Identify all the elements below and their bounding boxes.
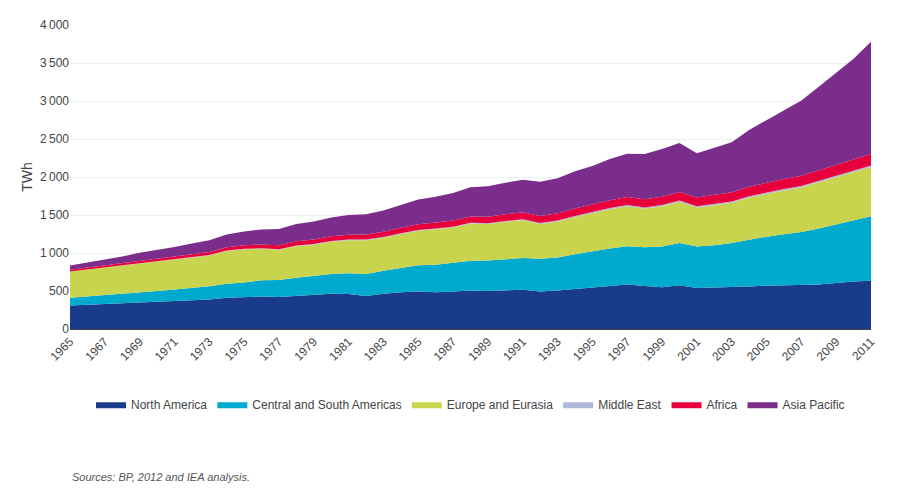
svg-text:1981: 1981 <box>326 335 355 364</box>
svg-text:1971: 1971 <box>152 335 181 364</box>
svg-text:North America: North America <box>131 398 207 412</box>
svg-text:2001: 2001 <box>674 335 703 364</box>
svg-text:2005: 2005 <box>744 335 773 364</box>
svg-text:1975: 1975 <box>222 335 251 364</box>
svg-text:Asia Pacific: Asia Pacific <box>783 398 845 412</box>
svg-text:500: 500 <box>49 284 69 298</box>
svg-text:1967: 1967 <box>82 335 111 364</box>
svg-text:2 000: 2 000 <box>40 170 69 184</box>
svg-text:1973: 1973 <box>187 335 216 364</box>
svg-text:1997: 1997 <box>605 335 634 364</box>
svg-text:4 000: 4 000 <box>40 18 69 32</box>
svg-text:2003: 2003 <box>709 335 738 364</box>
svg-text:0: 0 <box>62 322 69 336</box>
svg-text:1 000: 1 000 <box>40 246 69 260</box>
svg-text:Sources: BP, 2012 and IEA anal: Sources: BP, 2012 and IEA analysis. <box>72 471 250 483</box>
svg-text:3 000: 3 000 <box>40 94 69 108</box>
svg-text:1977: 1977 <box>257 335 286 364</box>
svg-text:1999: 1999 <box>640 335 669 364</box>
svg-text:Middle East: Middle East <box>598 398 661 412</box>
svg-text:2009: 2009 <box>814 335 843 364</box>
svg-text:1969: 1969 <box>117 335 146 364</box>
svg-text:Central and South Americas: Central and South Americas <box>252 398 401 412</box>
svg-text:1965: 1965 <box>48 335 77 364</box>
svg-text:Africa: Africa <box>707 398 738 412</box>
svg-text:1991: 1991 <box>500 335 529 364</box>
svg-text:1987: 1987 <box>431 335 460 364</box>
svg-text:2011: 2011 <box>849 335 877 363</box>
svg-text:2007: 2007 <box>779 335 808 364</box>
svg-text:1993: 1993 <box>535 335 564 364</box>
svg-text:Europe and Eurasia: Europe and Eurasia <box>447 398 553 412</box>
svg-text:2 500: 2 500 <box>40 132 69 146</box>
svg-text:TWh: TWh <box>19 162 35 192</box>
svg-text:1983: 1983 <box>361 335 390 364</box>
svg-text:3 500: 3 500 <box>40 56 69 70</box>
svg-text:1 500: 1 500 <box>40 208 69 222</box>
svg-text:1985: 1985 <box>396 335 425 364</box>
svg-text:1989: 1989 <box>465 335 494 364</box>
svg-text:1979: 1979 <box>291 335 320 364</box>
svg-text:1995: 1995 <box>570 335 599 364</box>
